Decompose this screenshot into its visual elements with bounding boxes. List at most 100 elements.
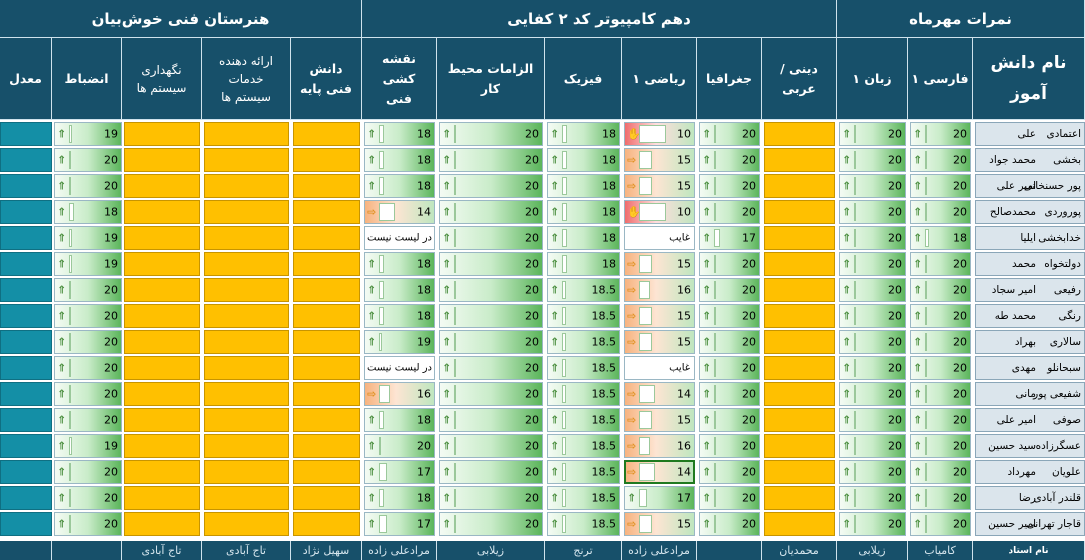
grade-cell-geography[interactable]: ⇑ 20 xyxy=(699,486,760,510)
column-header-maintenance[interactable]: نگهداری سیستم ها xyxy=(122,38,202,120)
grade-cell-discipline[interactable]: ⇑ 19 xyxy=(54,226,122,250)
grade-cell-english[interactable]: ⇑ 20 xyxy=(839,200,906,224)
grade-cell-discipline[interactable]: ⇑ 20 xyxy=(54,382,122,406)
grade-cell-basic_tech[interactable] xyxy=(293,512,360,536)
grade-cell-discipline[interactable]: ⇑ 20 xyxy=(54,486,122,510)
grade-cell-math[interactable]: ⇨ 15 xyxy=(624,148,695,172)
grade-cell-geography[interactable]: ⇑ 17 xyxy=(699,226,760,250)
grade-cell-physics[interactable]: ⇑ 18.5 xyxy=(547,408,620,432)
grade-cell-math[interactable]: ⇑ 17 xyxy=(624,486,695,510)
column-header-average[interactable]: معدل xyxy=(0,38,52,120)
grade-cell-persian[interactable]: ⇑ 20 xyxy=(910,382,971,406)
column-header-safety[interactable]: الزامات محیط کار xyxy=(437,38,545,120)
grade-cell-geography[interactable]: ⇑ 20 xyxy=(699,304,760,328)
grade-cell-services[interactable] xyxy=(204,330,289,354)
grade-cell-physics[interactable]: ⇑ 18.5 xyxy=(547,330,620,354)
grade-cell-drafting[interactable]: ⇑ 18 xyxy=(364,304,435,328)
grade-cell-safety[interactable]: ⇑ 20 xyxy=(439,512,543,536)
student-name-cell[interactable]: سبحانلو مهدی xyxy=(975,356,1085,380)
teacher-persian[interactable]: کامیاب xyxy=(908,541,973,560)
grade-cell-services[interactable] xyxy=(204,460,289,484)
grade-cell-average[interactable] xyxy=(0,200,52,224)
grade-cell-english[interactable]: ⇑ 20 xyxy=(839,356,906,380)
grade-cell-basic_tech[interactable] xyxy=(293,278,360,302)
grade-cell-persian[interactable]: ⇑ 20 xyxy=(910,486,971,510)
teacher-geography[interactable] xyxy=(697,541,762,560)
grade-cell-persian[interactable]: ⇑ 20 xyxy=(910,434,971,458)
grade-cell-physics[interactable]: ⇑ 18.5 xyxy=(547,512,620,536)
grade-cell-maintenance[interactable] xyxy=(124,434,200,458)
grade-cell-physics[interactable]: ⇑ 18.5 xyxy=(547,278,620,302)
grade-cell-persian[interactable]: ⇑ 18 xyxy=(910,226,971,250)
grade-cell-basic_tech[interactable] xyxy=(293,148,360,172)
grade-cell-physics[interactable]: ⇑ 18.5 xyxy=(547,460,620,484)
student-name-cell[interactable]: علویان مهرداد xyxy=(975,460,1085,484)
grade-cell-services[interactable] xyxy=(204,174,289,198)
grade-cell-discipline[interactable]: ⇑ 20 xyxy=(54,512,122,536)
grade-cell-persian[interactable]: ⇑ 20 xyxy=(910,252,971,276)
grade-cell-discipline[interactable]: ⇑ 20 xyxy=(54,174,122,198)
grade-cell-services[interactable] xyxy=(204,486,289,510)
teacher-safety[interactable]: زیلابی xyxy=(437,541,545,560)
grade-cell-services[interactable] xyxy=(204,304,289,328)
grade-cell-religion[interactable] xyxy=(764,278,835,302)
grade-cell-basic_tech[interactable] xyxy=(293,382,360,406)
grade-cell-maintenance[interactable] xyxy=(124,278,200,302)
grade-cell-basic_tech[interactable] xyxy=(293,174,360,198)
student-name-cell[interactable]: سالاری بهراد xyxy=(975,330,1085,354)
grade-cell-safety[interactable]: ⇑ 20 xyxy=(439,408,543,432)
grade-cell-religion[interactable] xyxy=(764,460,835,484)
grade-cell-math[interactable]: غایب xyxy=(624,226,695,250)
grade-cell-english[interactable]: ⇑ 20 xyxy=(839,252,906,276)
grade-cell-drafting[interactable]: ⇑ 18 xyxy=(364,122,435,146)
grade-cell-services[interactable] xyxy=(204,252,289,276)
grade-cell-persian[interactable]: ⇑ 20 xyxy=(910,200,971,224)
column-header-discipline[interactable]: انضباط xyxy=(52,38,122,120)
grade-cell-drafting[interactable]: ⇑ 18 xyxy=(364,486,435,510)
grade-cell-safety[interactable]: ⇑ 20 xyxy=(439,460,543,484)
column-header-basic-tech[interactable]: دانش فنی پایه xyxy=(291,38,362,120)
grade-cell-persian[interactable]: ⇑ 20 xyxy=(910,330,971,354)
grade-cell-drafting[interactable]: در لیست نیست xyxy=(364,226,435,250)
grade-cell-math[interactable]: ⇨ 15 xyxy=(624,330,695,354)
student-name-cell[interactable]: شفیعی پور مانی xyxy=(975,382,1085,406)
teacher-physics[interactable]: ترنج xyxy=(545,541,622,560)
grade-cell-geography[interactable]: ⇑ 20 xyxy=(699,382,760,406)
grade-cell-religion[interactable] xyxy=(764,174,835,198)
grade-cell-persian[interactable]: ⇑ 20 xyxy=(910,356,971,380)
column-header-physics[interactable]: فیزیک xyxy=(545,38,622,120)
grade-cell-maintenance[interactable] xyxy=(124,122,200,146)
grade-cell-maintenance[interactable] xyxy=(124,226,200,250)
grade-cell-maintenance[interactable] xyxy=(124,356,200,380)
grade-cell-discipline[interactable]: ⇑ 19 xyxy=(54,252,122,276)
teacher-maintenance[interactable]: تاج آبادی xyxy=(122,541,202,560)
column-header-english[interactable]: زبان ۱ xyxy=(837,38,908,120)
grade-cell-drafting[interactable]: ⇑ 17 xyxy=(364,460,435,484)
column-header-student-name[interactable]: نام دانش آموز xyxy=(973,38,1085,120)
grade-cell-average[interactable] xyxy=(0,460,52,484)
grade-cell-services[interactable] xyxy=(204,382,289,406)
grade-cell-geography[interactable]: ⇑ 20 xyxy=(699,356,760,380)
student-name-cell[interactable]: خدابخشی ایلیا xyxy=(975,226,1085,250)
grade-cell-english[interactable]: ⇑ 20 xyxy=(839,304,906,328)
grade-cell-average[interactable] xyxy=(0,330,52,354)
grade-cell-english[interactable]: ⇑ 20 xyxy=(839,174,906,198)
grade-cell-maintenance[interactable] xyxy=(124,460,200,484)
grade-cell-basic_tech[interactable] xyxy=(293,122,360,146)
grade-cell-drafting[interactable]: ⇑ 18 xyxy=(364,408,435,432)
grade-cell-average[interactable] xyxy=(0,408,52,432)
grade-cell-drafting[interactable]: ⇑ 20 xyxy=(364,434,435,458)
grade-cell-math[interactable]: ⇨ 15 xyxy=(624,304,695,328)
grade-cell-physics[interactable]: ⇑ 18 xyxy=(547,200,620,224)
grade-cell-safety[interactable]: ⇑ 20 xyxy=(439,486,543,510)
grade-cell-persian[interactable]: ⇑ 20 xyxy=(910,148,971,172)
grade-cell-services[interactable] xyxy=(204,278,289,302)
grade-cell-safety[interactable]: ⇑ 20 xyxy=(439,330,543,354)
grade-cell-basic_tech[interactable] xyxy=(293,200,360,224)
grade-cell-math[interactable]: ⇨ 15 xyxy=(624,408,695,432)
student-name-cell[interactable]: پور حسنخانی امیر علی xyxy=(975,174,1085,198)
grade-cell-physics[interactable]: ⇑ 18.5 xyxy=(547,356,620,380)
grade-cell-drafting[interactable]: ⇑ 17 xyxy=(364,512,435,536)
student-name-cell[interactable]: دولتخواه محمد xyxy=(975,252,1085,276)
grade-cell-safety[interactable]: ⇑ 20 xyxy=(439,382,543,406)
